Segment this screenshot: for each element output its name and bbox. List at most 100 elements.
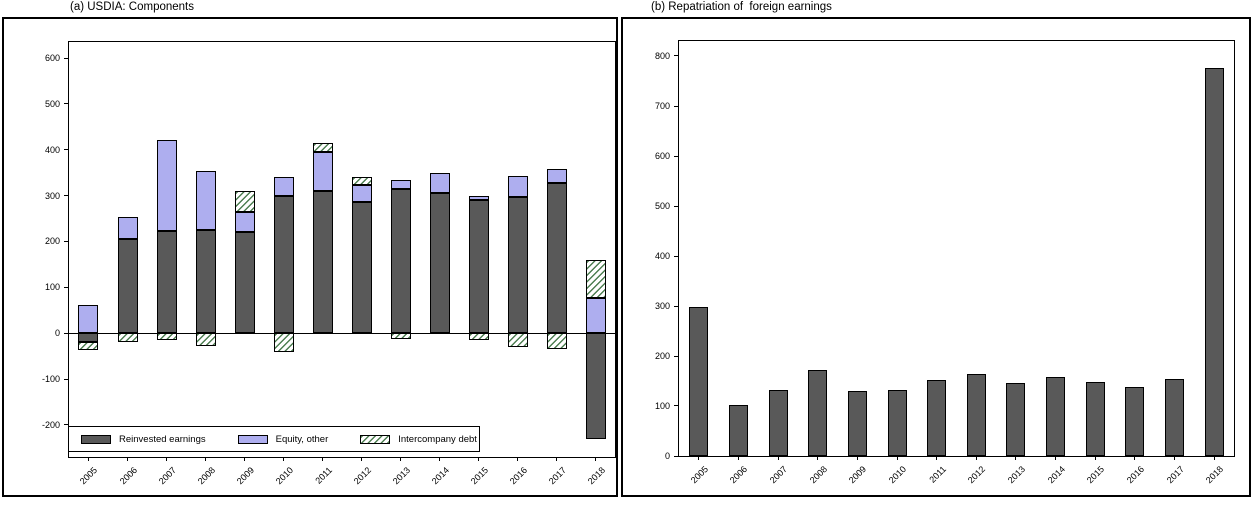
zero-reference-line xyxy=(69,332,615,334)
x-axis-tick-label: 2009 xyxy=(234,465,256,487)
bar-segment-2005 xyxy=(78,333,99,343)
y-axis-tick-mark xyxy=(64,424,69,426)
y-axis-tick-label: 800 xyxy=(654,50,670,61)
y-axis-tick-mark xyxy=(674,355,679,357)
y-axis-tick-label: 0 xyxy=(54,328,60,339)
legend-swatch-solid-purple xyxy=(237,434,268,444)
x-axis-tick-label: 2008 xyxy=(807,464,829,486)
legend-entry: Equity, other xyxy=(237,433,329,445)
bar-segment-2012 xyxy=(351,176,372,185)
bar-segment-2008 xyxy=(195,333,216,346)
x-axis-tick-mark xyxy=(517,457,518,461)
x-axis-tick-label: 2007 xyxy=(156,465,178,487)
y-axis-tick-label: 0 xyxy=(664,451,670,461)
x-axis-tick-mark xyxy=(127,457,128,461)
y-axis-tick-mark xyxy=(674,55,679,57)
y-axis-tick-label: 600 xyxy=(44,53,60,64)
bar-segment-2013 xyxy=(390,180,411,189)
y-axis-tick-label: 200 xyxy=(44,236,60,247)
y-axis-tick-mark xyxy=(674,455,679,457)
y-axis-tick-mark xyxy=(674,205,679,207)
y-axis-tick-mark xyxy=(674,405,679,407)
panel-b-plot-area: 800 700 600 500 400 300 200 100 0 2005 2006 2007 200… xyxy=(655,40,1235,485)
y-axis-tick-mark xyxy=(64,378,69,380)
x-axis-tick-mark xyxy=(975,456,977,460)
x-axis-tick-label: 2014 xyxy=(1045,464,1067,486)
x-axis-tick-label: 2012 xyxy=(351,465,373,487)
x-axis-labels: 2005 2006 2007 2008 2009 2010 2011 2012 2013 2014… xyxy=(69,457,615,497)
bar-segment-2015 xyxy=(468,333,489,341)
bar-segment-2008 xyxy=(195,171,216,230)
x-axis-tick-mark xyxy=(777,456,779,460)
x-axis-tick-mark xyxy=(936,456,938,460)
legend-label: Equity, other xyxy=(275,433,329,445)
x-axis-tick-mark xyxy=(1134,456,1136,460)
x-axis-tick-mark xyxy=(896,456,898,460)
x-axis-tick-mark xyxy=(1055,456,1057,460)
x-axis-tick-label: 2007 xyxy=(767,464,790,486)
bar-segment-2008 xyxy=(808,369,828,456)
bar-segment-2013 xyxy=(390,333,411,339)
y-axis-tick-mark xyxy=(64,332,69,334)
x-axis-tick-label: 2013 xyxy=(1005,464,1028,486)
y-axis-tick-mark xyxy=(674,105,679,107)
bar-segment-2017 xyxy=(546,169,567,184)
legend-label: Intercompany debt xyxy=(398,433,477,445)
x-axis-tick-label: 2011 xyxy=(926,464,948,485)
x-axis-tick-mark xyxy=(166,457,167,461)
x-axis-tick-label: 2017 xyxy=(1164,464,1186,486)
x-axis-tick-label: 2013 xyxy=(390,465,412,487)
bar-segment-2018 xyxy=(1204,68,1224,456)
y-axis-tick-label: -200 xyxy=(41,419,60,430)
x-axis-tick-label: 2017 xyxy=(546,465,568,487)
chart-legend: Reinvested earnings Equity, other Intercom… xyxy=(68,426,480,452)
y-axis-tick-mark xyxy=(64,240,69,242)
bar-segment-2009 xyxy=(847,391,867,456)
x-axis-tick-label: 2009 xyxy=(847,464,869,486)
legend-swatch-hatch-green xyxy=(360,434,391,444)
y-axis-tick-mark xyxy=(64,57,69,59)
bar-segment-2005 xyxy=(689,306,709,456)
x-axis-tick-label: 2016 xyxy=(507,465,529,487)
bar-segment-2012 xyxy=(351,201,372,334)
bar-segment-2018 xyxy=(585,298,606,334)
x-axis-tick-label: 2006 xyxy=(117,465,139,487)
x-axis-labels: 2005 2006 2007 2008 2009 2010 2011 2012 2013 2014… xyxy=(679,456,1234,496)
bar-segment-2009 xyxy=(234,211,255,233)
bar-segment-2006 xyxy=(728,405,748,456)
x-axis-tick-mark xyxy=(87,457,89,461)
x-axis-tick-label: 2011 xyxy=(312,465,334,486)
x-axis-tick-mark xyxy=(478,457,479,461)
bar-segment-2011 xyxy=(312,191,333,334)
legend-entry: Intercompany debt xyxy=(360,434,477,445)
panel-a-frame: 600 500 400 300 200 100 0 -100 -200 2005 2006 2007 2… xyxy=(2,17,618,497)
bar-segment-2017 xyxy=(546,183,567,334)
x-axis-tick-label: 2005 xyxy=(78,465,100,487)
bar-segment-2012 xyxy=(351,184,372,202)
panel-a-title: (a) USDIA: Components xyxy=(70,1,194,13)
y-axis-tick-label: 400 xyxy=(654,251,670,261)
y-axis-tick-mark xyxy=(674,305,679,307)
x-axis-tick-mark xyxy=(856,456,858,460)
x-axis-tick-mark xyxy=(322,457,323,461)
bar-segment-2015 xyxy=(1085,381,1105,456)
x-axis-tick-label: 2012 xyxy=(966,464,988,486)
x-axis-tick-mark xyxy=(556,457,557,461)
x-axis-tick-label: 2010 xyxy=(273,465,295,487)
bar-segment-2016 xyxy=(507,175,528,197)
bar-segment-2006 xyxy=(117,333,138,343)
x-axis-tick-mark xyxy=(283,457,284,461)
x-axis-tick-label: 2015 xyxy=(468,465,490,487)
y-axis-tick-label: 100 xyxy=(44,282,60,293)
y-axis-tick-mark xyxy=(64,286,69,288)
bar-segment-2005 xyxy=(78,342,99,350)
x-axis-tick-label: 2018 xyxy=(1204,464,1226,486)
bar-segment-2007 xyxy=(156,333,177,341)
bar-segment-2010 xyxy=(273,195,294,334)
bar-segment-2017 xyxy=(546,333,567,350)
x-axis-tick-label: 2014 xyxy=(429,465,451,487)
y-axis-tick-mark xyxy=(674,155,679,157)
x-axis-tick-mark xyxy=(439,457,440,461)
x-axis-tick-label: 2015 xyxy=(1085,464,1107,486)
bar-segment-2010 xyxy=(273,333,294,352)
